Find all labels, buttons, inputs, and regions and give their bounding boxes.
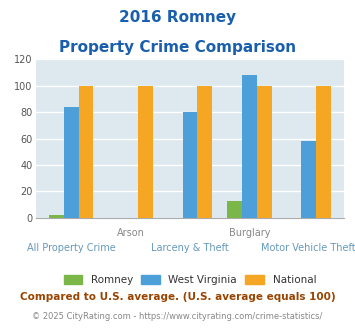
Bar <box>316 86 331 218</box>
Text: © 2025 CityRating.com - https://www.cityrating.com/crime-statistics/: © 2025 CityRating.com - https://www.city… <box>32 312 323 321</box>
Text: Compared to U.S. average. (U.S. average equals 100): Compared to U.S. average. (U.S. average … <box>20 292 335 302</box>
Text: Property Crime Comparison: Property Crime Comparison <box>59 40 296 54</box>
Text: Larceny & Theft: Larceny & Theft <box>151 243 229 252</box>
Bar <box>78 86 93 218</box>
Bar <box>301 141 316 218</box>
Text: Motor Vehicle Theft: Motor Vehicle Theft <box>261 243 355 252</box>
Text: 2016 Romney: 2016 Romney <box>119 10 236 25</box>
Bar <box>242 75 257 218</box>
Text: Burglary: Burglary <box>229 228 270 238</box>
Bar <box>64 107 78 218</box>
Bar <box>197 86 212 218</box>
Text: All Property Crime: All Property Crime <box>27 243 115 252</box>
Bar <box>49 215 64 218</box>
Text: Arson: Arson <box>116 228 144 238</box>
Bar <box>227 201 242 218</box>
Legend: Romney, West Virginia, National: Romney, West Virginia, National <box>60 271 320 289</box>
Bar <box>182 112 197 218</box>
Bar <box>138 86 153 218</box>
Bar <box>257 86 272 218</box>
